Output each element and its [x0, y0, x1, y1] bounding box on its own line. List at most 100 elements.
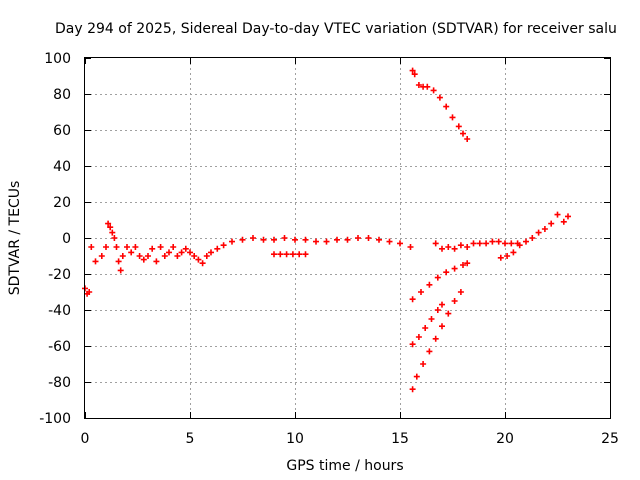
data-point	[355, 235, 361, 241]
data-point	[424, 83, 431, 90]
data-point	[178, 249, 185, 256]
y-tick-label: 20	[53, 195, 71, 211]
y-axis-label: SDTVAR / TECUs	[7, 181, 23, 296]
data-point	[535, 229, 542, 236]
data-point	[277, 251, 284, 258]
data-point	[476, 240, 483, 247]
data-point	[560, 218, 567, 225]
data-point	[445, 244, 452, 250]
data-point	[323, 238, 330, 245]
data-point	[439, 301, 445, 308]
data-point	[195, 256, 202, 263]
data-point	[132, 244, 139, 250]
data-point	[439, 245, 445, 252]
data-point	[128, 249, 135, 256]
data-point	[409, 386, 416, 393]
data-point	[386, 238, 393, 245]
x-axis-label: GPS time / hours	[286, 458, 403, 474]
data-point	[457, 289, 464, 295]
data-point	[214, 245, 221, 252]
y-tick-label: 0	[62, 231, 71, 247]
data-point	[98, 253, 105, 259]
data-point	[199, 260, 206, 267]
data-point	[107, 224, 114, 231]
data-point	[111, 235, 118, 241]
data-point	[229, 238, 235, 245]
plot-frame	[84, 57, 611, 419]
data-point	[489, 238, 496, 245]
data-point	[426, 348, 433, 355]
data-point	[103, 244, 109, 250]
data-point	[170, 244, 177, 250]
data-point	[497, 254, 504, 261]
data-point	[464, 244, 471, 250]
data-point	[119, 253, 126, 259]
data-point	[302, 251, 309, 258]
data-point	[415, 82, 422, 88]
data-point	[283, 251, 290, 258]
data-point	[464, 260, 471, 267]
data-point	[289, 251, 296, 258]
data-point	[510, 249, 517, 256]
y-tick-label: -40	[48, 303, 71, 319]
data-point	[470, 240, 477, 247]
data-series	[497, 211, 571, 261]
data-point	[140, 256, 147, 263]
y-tick-label: -80	[48, 375, 71, 391]
data-point	[109, 229, 116, 236]
data-point	[105, 220, 112, 227]
data-point	[439, 323, 445, 330]
data-point	[86, 289, 93, 295]
data-point	[411, 71, 418, 78]
data-point	[443, 103, 450, 110]
data-point	[455, 123, 462, 130]
data-point	[124, 244, 130, 250]
data-point	[451, 265, 458, 272]
data-point	[432, 335, 439, 342]
data-point	[203, 253, 210, 259]
data-point	[415, 334, 422, 340]
y-tick-label: -20	[48, 267, 71, 283]
data-point	[554, 211, 561, 218]
x-tick-labels: 0 5 10 15 20 25	[81, 431, 619, 447]
data-series	[409, 289, 464, 393]
data-point	[443, 269, 450, 276]
x-tick-label: 10	[286, 431, 304, 447]
data-point	[451, 298, 458, 304]
data-point	[432, 240, 439, 247]
data-point	[523, 238, 529, 245]
x-tick-label: 25	[601, 431, 619, 447]
y-tick-label: -60	[48, 339, 71, 355]
data-series	[432, 238, 521, 252]
y-tick-label: 100	[44, 51, 71, 67]
data-point	[495, 238, 502, 245]
data-point	[115, 258, 122, 265]
data-point	[409, 296, 416, 303]
data-point	[161, 253, 168, 259]
data-point	[365, 235, 372, 241]
data-point	[397, 240, 403, 247]
data-point	[157, 244, 164, 250]
data-point	[418, 289, 424, 295]
data-point	[313, 238, 319, 245]
data-point	[92, 258, 99, 265]
data-point	[460, 262, 466, 268]
data-point	[271, 236, 277, 243]
data-point	[413, 373, 420, 380]
data-point	[145, 253, 151, 259]
data-point	[460, 130, 466, 137]
data-point	[422, 325, 429, 331]
data-point	[113, 244, 120, 250]
data-point	[451, 245, 458, 252]
data-point	[457, 242, 464, 249]
data-point	[296, 251, 303, 258]
data-point	[504, 253, 511, 259]
y-tick-labels: -100 -80 -60 -40 -20 0 20 40 60 80 100	[39, 51, 71, 427]
data-point	[428, 316, 435, 322]
data-series	[409, 260, 471, 303]
data-point	[434, 274, 441, 281]
data-series	[409, 67, 471, 142]
data-point	[529, 235, 536, 241]
data-point	[376, 236, 382, 243]
data-point	[220, 242, 227, 249]
